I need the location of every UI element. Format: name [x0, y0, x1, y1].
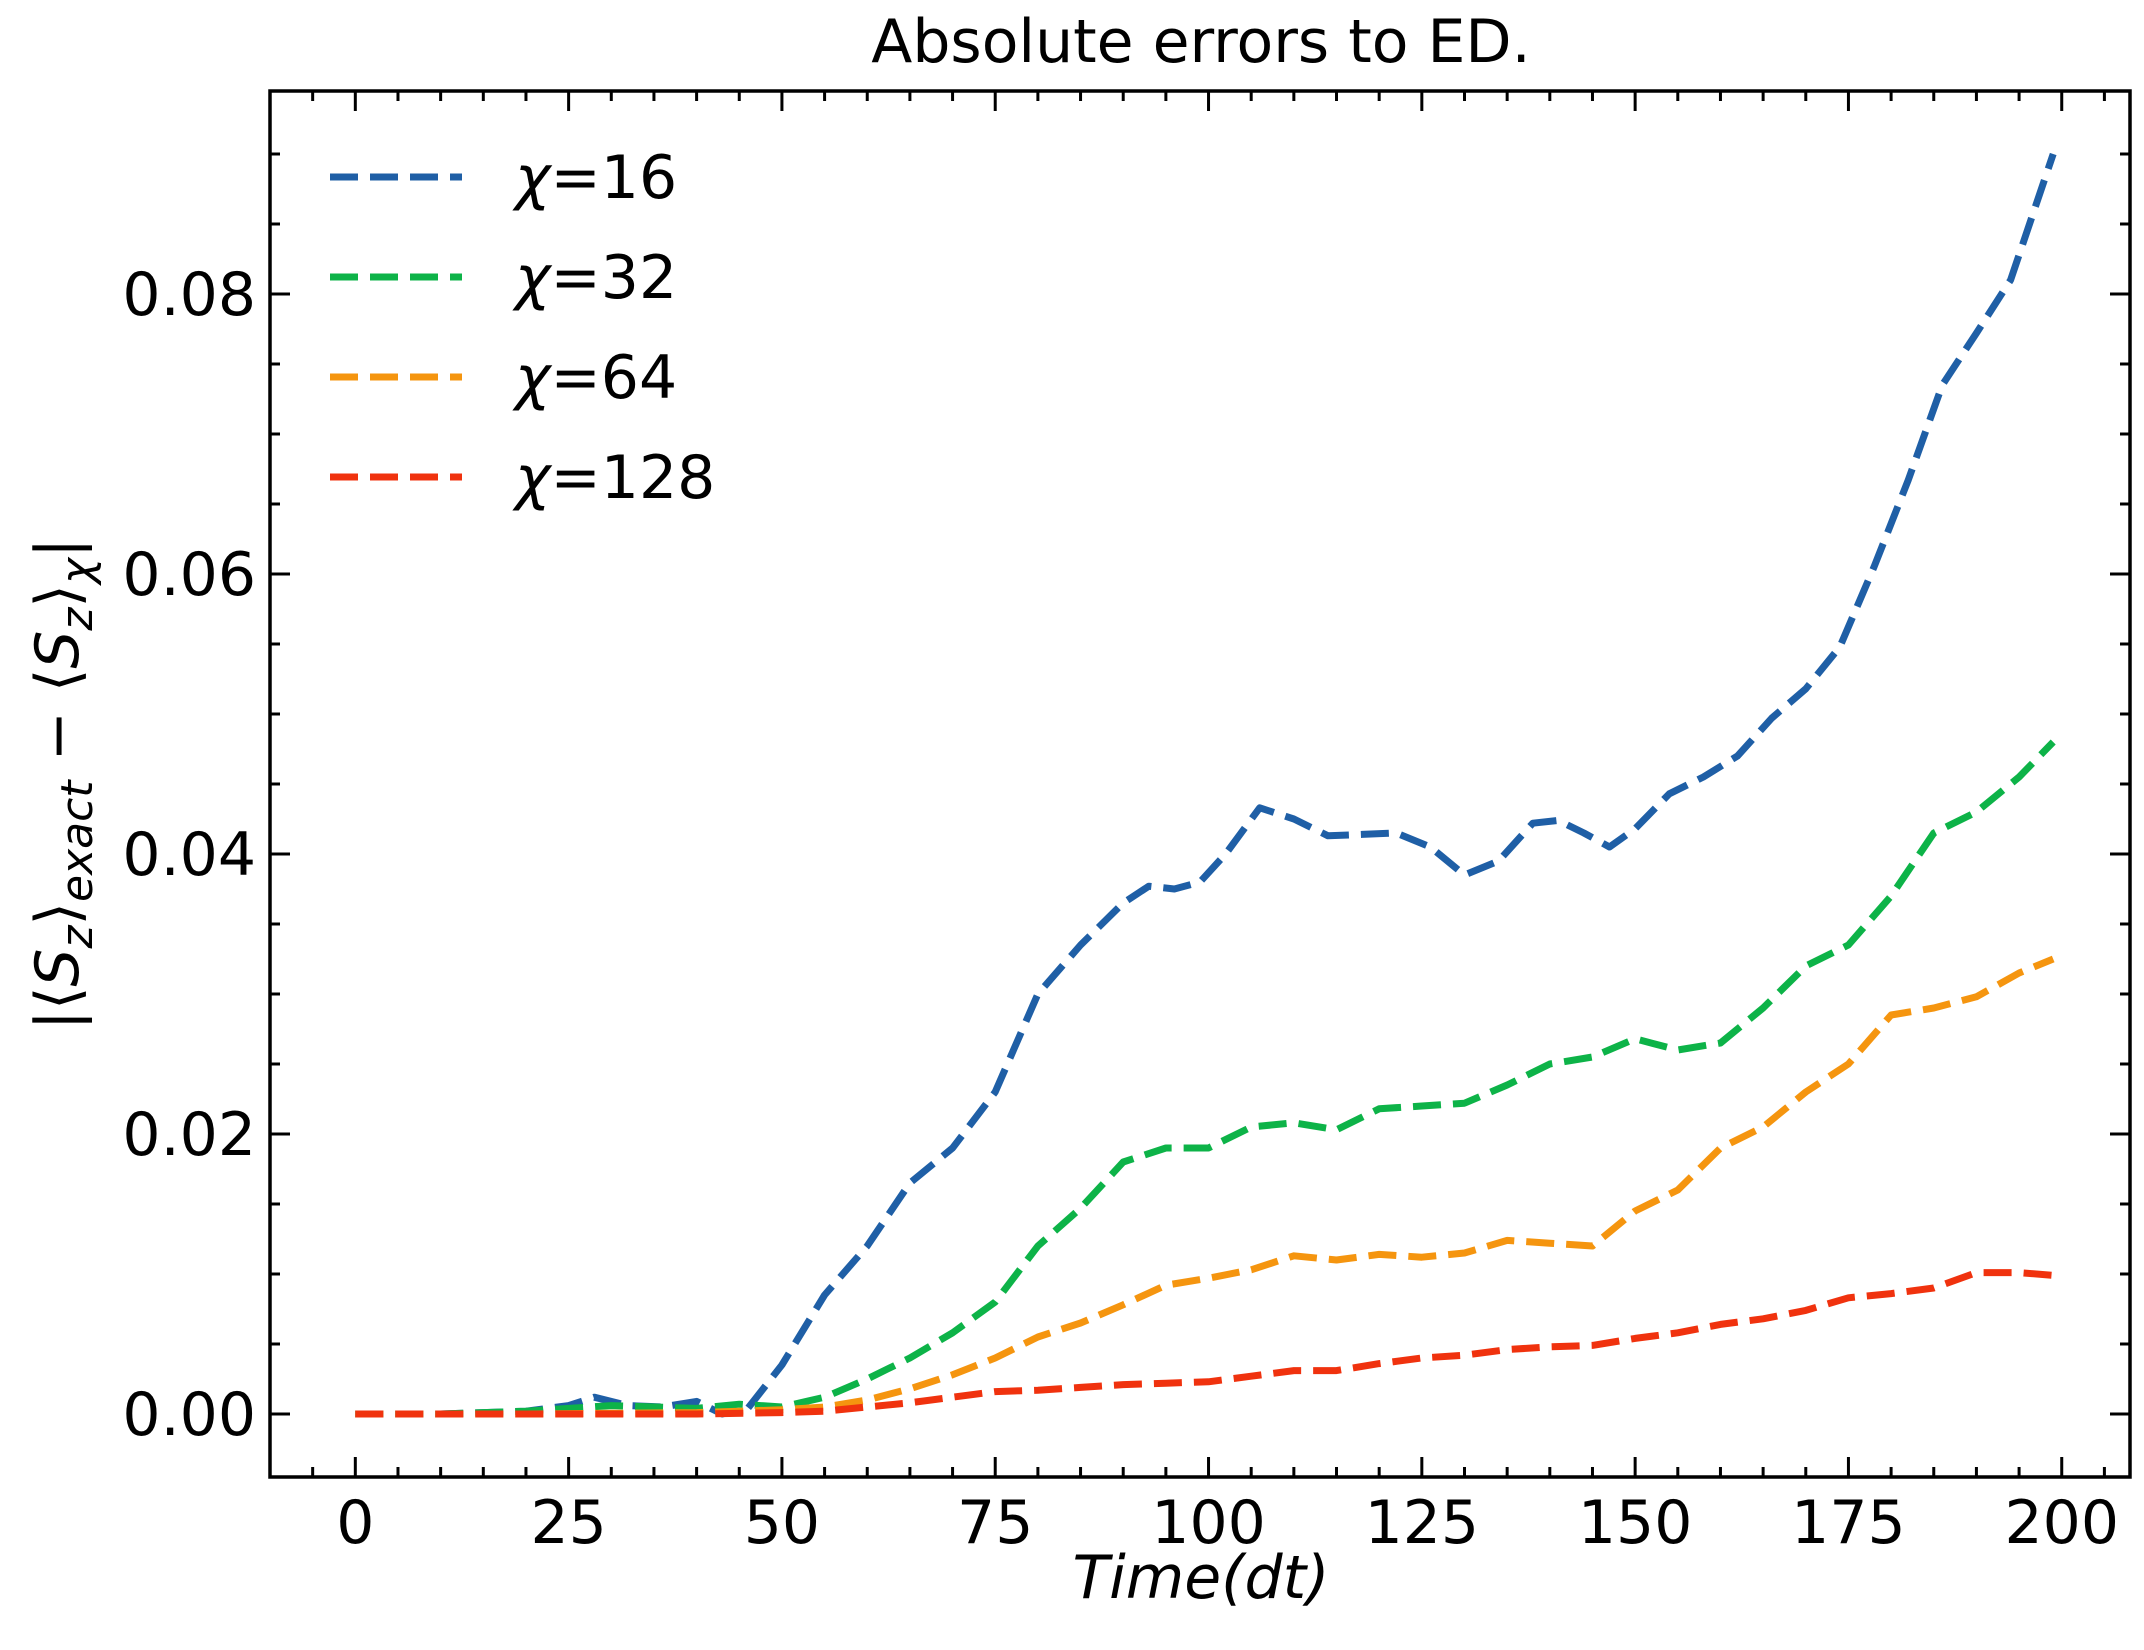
y-tick-label: 0.04: [122, 820, 256, 890]
legend-label: χ=16: [512, 143, 677, 213]
legend-label: χ=64: [512, 343, 677, 413]
x-tick-label: 75: [957, 1488, 1033, 1558]
x-tick-label: 0: [336, 1488, 374, 1558]
x-tick-label: 175: [1791, 1488, 1906, 1558]
y-tick-label: 0.02: [122, 1100, 256, 1170]
x-tick-label: 150: [1578, 1488, 1693, 1558]
series-line: [355, 1269, 2054, 1418]
x-tick-label: 100: [1151, 1488, 1266, 1558]
legend-label: χ=32: [512, 243, 677, 313]
chart-title: Absolute errors to ED.: [871, 7, 1530, 77]
y-tick-label: 0.00: [122, 1380, 256, 1450]
y-tick-label: 0.06: [122, 540, 256, 610]
x-tick-label: 25: [530, 1488, 606, 1558]
x-axis-label: Time(dt): [1072, 1543, 1329, 1613]
axis-ticks: 0 25 50 75 100 125 150 175 200 0.00 0.02 0.04 0.06 0.…: [122, 91, 2130, 1558]
y-axis-label: |⟨Sz⟩exact − ⟨Sz⟩χ|: [23, 538, 103, 1030]
series-line: [355, 955, 2055, 1418]
series-group: [355, 152, 2057, 1418]
x-tick-label: 50: [744, 1488, 820, 1558]
plot-frame: [268, 89, 2132, 1479]
legend: χ=16 χ=32 χ=64 χ=128: [330, 143, 715, 513]
x-tick-label: 125: [1365, 1488, 1480, 1558]
legend-label: χ=128: [512, 443, 715, 513]
y-tick-label: 0.08: [122, 260, 256, 330]
x-tick-label: 200: [2004, 1488, 2119, 1558]
